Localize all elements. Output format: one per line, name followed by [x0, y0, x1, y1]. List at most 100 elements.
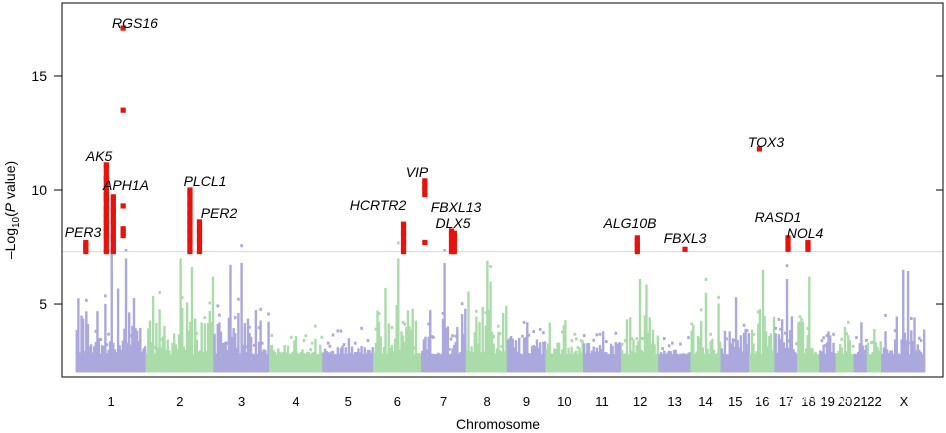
snp-column	[363, 347, 366, 373]
snp-column	[583, 343, 586, 373]
snp-column	[847, 335, 850, 373]
snp-column	[640, 350, 643, 373]
snp-column	[553, 348, 556, 373]
snp-column	[374, 342, 378, 373]
snp-column	[206, 322, 210, 373]
snp-column	[437, 352, 440, 373]
snp-point	[825, 334, 829, 338]
snp-column	[277, 348, 280, 373]
chromosome-X-points	[881, 269, 926, 373]
snp-column	[625, 319, 629, 373]
snp-column	[291, 351, 295, 373]
snp-column	[893, 339, 897, 373]
snp-column	[395, 304, 398, 373]
snp-column	[246, 318, 250, 373]
snp-column	[645, 284, 648, 373]
hit-point	[196, 248, 203, 255]
snp-point	[884, 313, 887, 317]
snp-point	[865, 338, 868, 342]
snp-column	[328, 353, 332, 373]
chromosome-10-points	[545, 319, 584, 373]
snp-column	[594, 351, 597, 373]
snp-column	[214, 353, 218, 373]
hit-column	[448, 235, 455, 243]
snp-column	[690, 330, 693, 373]
snp-column	[676, 353, 679, 373]
snp-point	[129, 334, 133, 338]
snp-column	[373, 352, 376, 373]
snp-column	[797, 322, 800, 373]
hit-column	[110, 210, 116, 222]
snp-column	[150, 342, 153, 373]
snp-column	[763, 316, 766, 373]
snp-column	[273, 351, 277, 373]
snp-column	[586, 343, 589, 373]
hit-column	[422, 187, 428, 195]
snp-column	[677, 354, 681, 373]
snp-point	[709, 332, 712, 336]
snp-column	[438, 353, 442, 373]
snp-column	[519, 353, 523, 373]
snp-column	[825, 342, 829, 373]
hit-point	[83, 248, 89, 255]
hit-tox3	[756, 146, 763, 152]
snp-column	[476, 343, 480, 373]
snp-point	[259, 307, 262, 311]
snp-column	[835, 353, 839, 373]
snp-column	[338, 353, 341, 373]
snp-column	[433, 354, 437, 373]
snp-column	[601, 331, 605, 373]
snp-column	[91, 352, 94, 373]
hit-column	[400, 224, 407, 234]
snp-point	[484, 311, 488, 315]
snp-point	[687, 336, 690, 340]
snp-column	[620, 349, 624, 373]
chromosome-2-points	[145, 258, 215, 373]
snp-column	[695, 351, 698, 373]
snp-column	[385, 353, 389, 373]
snp-column	[700, 320, 703, 373]
snp-column	[650, 343, 653, 373]
hit-plcl1	[187, 187, 193, 255]
snp-column	[171, 342, 174, 373]
snp-column	[897, 353, 900, 373]
snp-point	[679, 342, 682, 346]
snp-column	[254, 310, 258, 373]
hit-column	[103, 208, 109, 216]
snp-column	[205, 351, 208, 373]
snp-point	[124, 248, 128, 252]
snp-point	[573, 332, 577, 336]
x-tick-label: 8	[484, 394, 491, 409]
x-tick-label: 16	[755, 394, 769, 409]
hit-column	[103, 221, 109, 229]
snp-column	[347, 338, 351, 373]
gene-label-rasd1: RASD1	[755, 209, 802, 225]
snp-column	[232, 328, 235, 373]
snp-column	[597, 351, 600, 373]
hit-column	[187, 203, 193, 213]
snp-column	[464, 308, 467, 373]
snp-column	[879, 341, 882, 373]
gene-label-plcl1: PLCL1	[184, 173, 227, 189]
snp-column	[172, 333, 176, 373]
snp-column	[830, 351, 834, 373]
snp-column	[487, 309, 491, 373]
snp-point	[216, 304, 220, 308]
snp-column	[248, 332, 251, 373]
snp-column	[112, 342, 115, 373]
snp-column	[513, 347, 516, 373]
hit-column	[187, 221, 193, 232]
snp-column	[590, 350, 594, 373]
snp-point	[107, 332, 110, 336]
snp-column	[483, 351, 486, 373]
x-tick-label: 17	[779, 394, 793, 409]
snp-point	[756, 310, 760, 314]
hit-per3	[83, 239, 89, 255]
x-tick-label: 11	[595, 394, 609, 409]
snp-column	[529, 353, 532, 373]
snp-column	[550, 353, 553, 373]
chromosome-19-points	[819, 331, 837, 373]
snp-column	[780, 319, 784, 373]
snp-point	[267, 312, 270, 316]
